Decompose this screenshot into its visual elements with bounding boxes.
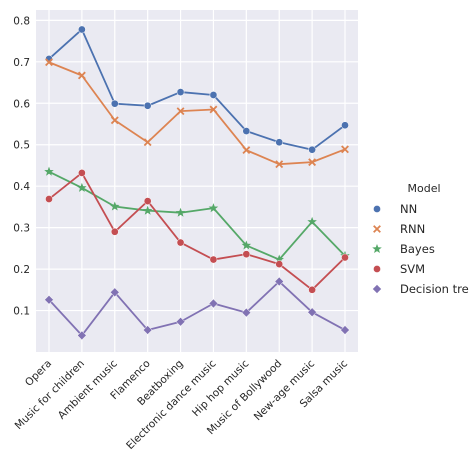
data-point — [341, 253, 349, 262]
data-point — [341, 121, 349, 130]
y-tick-label: 0.1 — [13, 306, 30, 318]
legend-marker-rnn — [373, 225, 381, 233]
data-point — [209, 255, 218, 264]
data-point — [242, 250, 251, 259]
y-tick-label: 0.7 — [13, 57, 30, 69]
data-point — [110, 116, 119, 125]
data-point — [78, 169, 86, 177]
plot-area — [36, 10, 358, 352]
series-line — [48, 28, 346, 151]
y-tick-label: 0.4 — [13, 181, 30, 193]
data-point — [110, 287, 120, 298]
data-point — [44, 295, 54, 305]
y-tick-label: 0.8 — [13, 15, 30, 27]
legend-label: Decision tre — [400, 282, 469, 296]
data-point — [110, 227, 119, 236]
data-point — [176, 88, 185, 96]
data-point — [45, 58, 53, 67]
data-point — [175, 316, 186, 327]
series-line — [48, 170, 346, 261]
series-line — [48, 172, 346, 291]
data-point — [143, 138, 152, 147]
legend-marker-bayes — [372, 244, 382, 254]
data-point — [142, 325, 153, 335]
data-point — [241, 307, 252, 318]
data-point — [275, 160, 284, 169]
series-line — [48, 280, 346, 337]
data-point — [307, 216, 317, 226]
data-point — [275, 138, 284, 147]
x-tick-label: Hip hop music — [190, 357, 252, 419]
data-point — [110, 201, 120, 211]
series-decision-tre — [44, 276, 350, 341]
data-point — [175, 207, 186, 217]
data-point — [176, 107, 185, 116]
data-point — [242, 146, 251, 155]
data-point — [242, 127, 251, 135]
series-line — [48, 61, 346, 166]
data-point — [209, 105, 218, 114]
data-point — [77, 71, 86, 80]
data-point — [77, 330, 87, 341]
data-point — [275, 260, 284, 268]
y-tick-label: 0.5 — [13, 140, 30, 152]
data-point — [241, 240, 252, 250]
series-svm — [45, 169, 349, 294]
data-point — [308, 285, 316, 294]
data-point — [143, 101, 152, 110]
data-point — [340, 325, 350, 335]
data-point — [78, 25, 86, 34]
legend-marker-decision-tre — [372, 284, 382, 294]
data-point — [308, 158, 317, 167]
data-point — [274, 276, 284, 287]
legend-label: Bayes — [400, 242, 435, 256]
y-tick-label: 0.2 — [13, 264, 30, 276]
data-point — [45, 195, 53, 203]
data-point — [307, 307, 317, 317]
data-point — [176, 238, 185, 247]
data-point — [208, 203, 219, 213]
legend-label: NN — [400, 202, 417, 216]
data-point — [143, 197, 152, 205]
legend-label: SVM — [400, 262, 425, 276]
data-point — [341, 145, 349, 154]
legend-marker-svm — [373, 265, 381, 273]
y-tick-label: 0.6 — [13, 98, 30, 110]
data-point — [44, 166, 54, 176]
y-axis-ticks: 0.1 0.2 0.3 0.4 0.5 0.6 0.7 0.8 — [13, 15, 30, 317]
data-point — [209, 91, 218, 99]
legend-label: RNN — [400, 222, 425, 236]
data-point — [142, 205, 153, 215]
legend: Model NN RNN Bayes SVM Decision tre — [372, 182, 469, 296]
x-tick-label: Opera — [23, 358, 54, 389]
legend-title: Model — [407, 182, 440, 195]
series-group — [44, 25, 350, 341]
data-point — [308, 145, 316, 154]
data-point — [77, 182, 87, 192]
data-point — [110, 99, 119, 108]
series-nn — [45, 25, 349, 154]
legend-marker-nn — [373, 205, 381, 213]
data-point — [208, 298, 219, 309]
x-tick-label: Ambient music — [56, 357, 120, 421]
series-rnn — [45, 58, 349, 169]
x-tick-label: New-age music — [252, 357, 318, 423]
data-point — [274, 254, 284, 264]
y-tick-label: 0.3 — [13, 223, 30, 235]
